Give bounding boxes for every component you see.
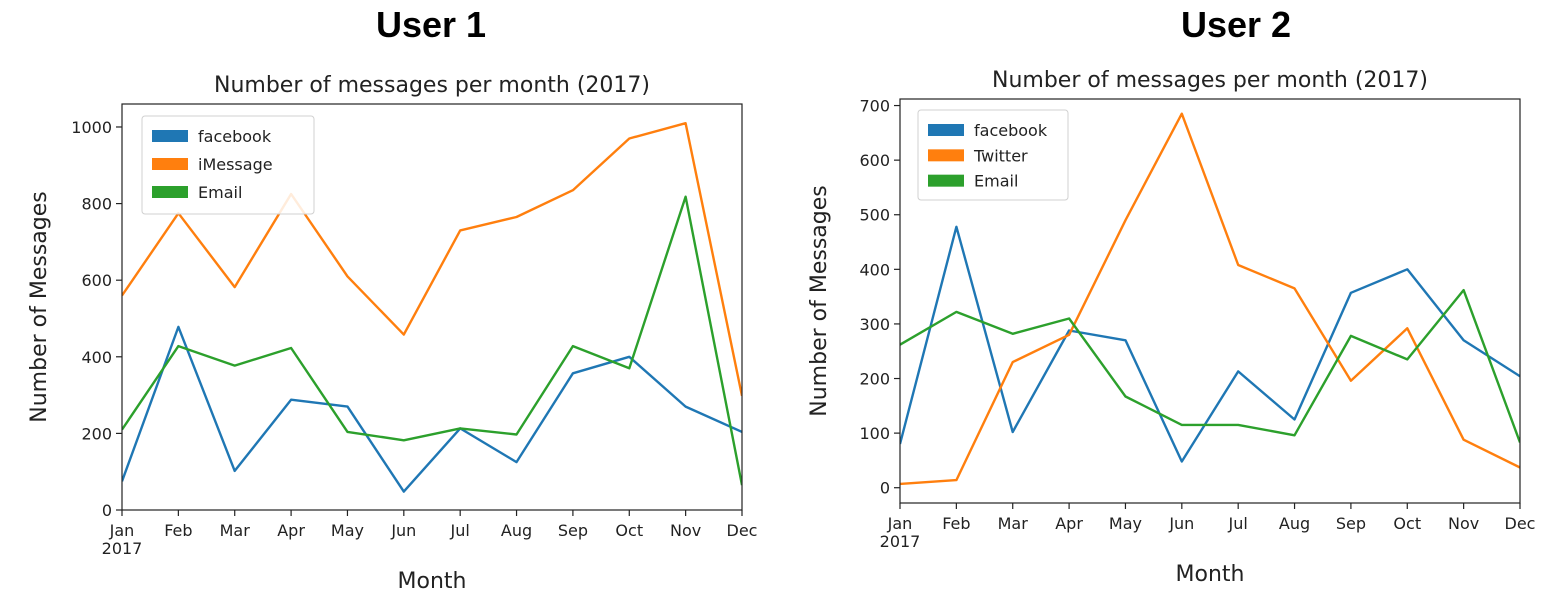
x-tick-label: May	[331, 521, 364, 540]
x-tick-label: Oct	[1393, 514, 1421, 533]
y-tick-label: 0	[880, 479, 890, 498]
series-group	[122, 121, 742, 493]
legend-entry-label: Twitter	[973, 146, 1028, 165]
y-tick-label: 700	[859, 97, 890, 116]
y-axis-label: Number of Messages	[27, 191, 52, 422]
legend-swatch	[152, 130, 188, 142]
y-tick-label: 400	[81, 348, 112, 367]
x-tick-label: Nov	[1448, 514, 1479, 533]
panel-heading: User 1	[375, 4, 487, 45]
x-tick-label: Sep	[558, 521, 588, 540]
x-tick-label: May	[1109, 514, 1142, 533]
x-tick-label: Jun	[1168, 514, 1194, 533]
series-group	[900, 112, 1520, 486]
y-tick-label: 800	[81, 195, 112, 214]
x-tick-label: Mar	[998, 514, 1029, 533]
x-tick-label: Sep	[1336, 514, 1366, 533]
plot-frame	[121, 103, 743, 511]
x-tick-label: Jan	[887, 514, 913, 533]
y-tick-label: 600	[81, 271, 112, 290]
x-tick-label: Jul	[450, 521, 470, 540]
x-axis-label: Month	[398, 569, 467, 594]
y-tick-label: 1000	[71, 118, 112, 137]
line-chart: Number of messages per month (2017) 0 100 2…	[807, 68, 1536, 587]
legend-swatch	[928, 124, 964, 136]
x-tick-label: Oct	[615, 521, 643, 540]
x-tick-label: Jan	[109, 521, 135, 540]
y-tick-label: 600	[859, 151, 890, 170]
x-tick-label: Mar	[220, 521, 251, 540]
legend-swatch	[928, 149, 964, 162]
series-line-imessage	[122, 121, 742, 397]
series-line-email	[900, 288, 1520, 443]
chart-title: Number of messages per month (2017)	[992, 68, 1428, 93]
x-tick-label: Apr	[277, 521, 305, 540]
series-line-email	[122, 195, 742, 486]
panel-heading: User 2	[1180, 4, 1292, 45]
x-tick-year-label: 2017	[102, 539, 143, 558]
legend-entry-label: Email	[198, 183, 242, 202]
y-axis-label: Number of Messages	[807, 185, 832, 416]
legend-swatch	[152, 158, 188, 170]
x-tick-label: Aug	[1279, 514, 1310, 533]
x-tick-label: Feb	[942, 514, 970, 533]
y-tick-label: 400	[859, 260, 890, 279]
y-tick-label: 200	[81, 424, 112, 443]
x-tick-year-label: 2017	[880, 532, 921, 551]
legend-entry-label: Email	[974, 172, 1018, 191]
y-tick-label: 0	[102, 501, 112, 520]
legend-entry-label: facebook	[974, 121, 1048, 140]
plot-frame	[899, 98, 1521, 504]
y-tick-label: 100	[859, 424, 890, 443]
x-tick-label: Feb	[164, 521, 192, 540]
legend-swatch	[152, 186, 188, 198]
y-tick-label: 300	[859, 315, 890, 334]
user-2-panel: User 2 Number of messages per month (201…	[780, 0, 1560, 615]
legend-swatch	[928, 174, 964, 187]
y-tick-label: 500	[859, 206, 890, 225]
series-line-facebook	[900, 225, 1520, 463]
series-line-facebook	[122, 325, 742, 493]
legend-entry-label: iMessage	[198, 155, 273, 174]
user-1-panel: User 1 Number of messages per month (201…	[27, 4, 758, 594]
line-chart: Number of messages per month (2017) 0 200 4…	[27, 73, 758, 594]
x-axis-label: Month	[1176, 562, 1245, 587]
x-tick-label: Nov	[670, 521, 701, 540]
x-tick-label: Dec	[1505, 514, 1536, 533]
x-tick-label: Jun	[390, 521, 416, 540]
x-tick-label: Apr	[1055, 514, 1083, 533]
x-tick-label: Aug	[501, 521, 532, 540]
x-tick-label: Dec	[727, 521, 758, 540]
chart-title: Number of messages per month (2017)	[214, 73, 650, 98]
y-tick-label: 200	[859, 370, 890, 389]
x-tick-label: Jul	[1228, 514, 1248, 533]
legend-entry-label: facebook	[198, 127, 272, 146]
